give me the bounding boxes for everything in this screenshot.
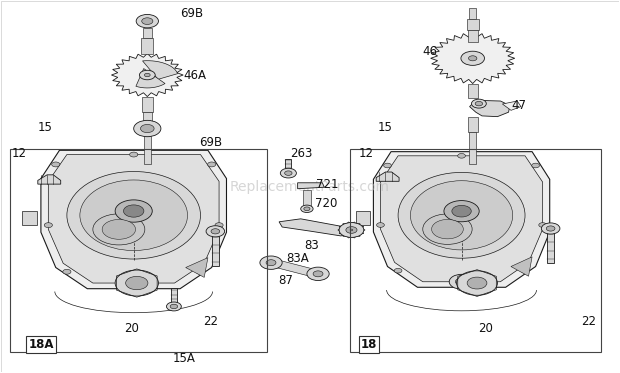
Ellipse shape bbox=[423, 214, 472, 244]
Circle shape bbox=[521, 268, 529, 273]
Circle shape bbox=[350, 229, 353, 231]
Polygon shape bbox=[381, 156, 542, 282]
Circle shape bbox=[539, 223, 547, 227]
Polygon shape bbox=[279, 219, 353, 236]
Circle shape bbox=[260, 256, 282, 269]
Text: 15: 15 bbox=[378, 120, 393, 134]
Circle shape bbox=[394, 268, 402, 273]
Text: 22: 22 bbox=[203, 314, 219, 327]
Circle shape bbox=[301, 205, 313, 213]
Circle shape bbox=[546, 226, 555, 231]
Circle shape bbox=[126, 276, 148, 290]
Circle shape bbox=[450, 274, 474, 289]
Text: 46A: 46A bbox=[183, 69, 206, 82]
Text: 20: 20 bbox=[125, 322, 140, 335]
Polygon shape bbox=[469, 100, 510, 117]
Text: 15: 15 bbox=[38, 120, 53, 134]
Text: 69B: 69B bbox=[198, 136, 222, 149]
Polygon shape bbox=[22, 211, 37, 225]
Circle shape bbox=[134, 120, 161, 137]
Circle shape bbox=[115, 200, 153, 222]
Polygon shape bbox=[298, 183, 324, 189]
Text: 47: 47 bbox=[511, 99, 526, 112]
Circle shape bbox=[136, 15, 159, 28]
Circle shape bbox=[339, 223, 364, 237]
Polygon shape bbox=[376, 172, 399, 181]
Polygon shape bbox=[356, 211, 370, 225]
Polygon shape bbox=[144, 137, 151, 149]
Circle shape bbox=[280, 168, 296, 178]
Polygon shape bbox=[143, 61, 177, 79]
Polygon shape bbox=[143, 28, 152, 38]
Polygon shape bbox=[143, 112, 152, 123]
Circle shape bbox=[475, 101, 482, 106]
Circle shape bbox=[304, 207, 310, 211]
Circle shape bbox=[63, 269, 71, 274]
Circle shape bbox=[215, 223, 223, 228]
Circle shape bbox=[167, 302, 181, 311]
Circle shape bbox=[471, 99, 486, 108]
Circle shape bbox=[532, 163, 539, 168]
Text: 263: 263 bbox=[290, 147, 312, 160]
Circle shape bbox=[144, 73, 150, 77]
Ellipse shape bbox=[80, 180, 187, 251]
Circle shape bbox=[467, 277, 487, 289]
Circle shape bbox=[384, 163, 391, 168]
Polygon shape bbox=[48, 154, 219, 283]
Polygon shape bbox=[41, 150, 226, 289]
Circle shape bbox=[130, 152, 138, 157]
Polygon shape bbox=[142, 97, 153, 112]
Ellipse shape bbox=[93, 214, 145, 245]
Circle shape bbox=[44, 223, 53, 228]
Polygon shape bbox=[185, 258, 208, 278]
Circle shape bbox=[313, 271, 323, 277]
Circle shape bbox=[348, 228, 355, 232]
Circle shape bbox=[461, 51, 484, 65]
Circle shape bbox=[541, 223, 560, 234]
Circle shape bbox=[266, 260, 276, 266]
Circle shape bbox=[127, 279, 140, 287]
Polygon shape bbox=[270, 259, 319, 277]
Text: 15A: 15A bbox=[172, 352, 195, 365]
Circle shape bbox=[123, 205, 144, 217]
Circle shape bbox=[197, 269, 205, 274]
Circle shape bbox=[285, 171, 292, 175]
Text: 46: 46 bbox=[423, 46, 438, 59]
FancyBboxPatch shape bbox=[212, 232, 219, 266]
FancyBboxPatch shape bbox=[285, 159, 291, 173]
Polygon shape bbox=[136, 69, 165, 88]
Circle shape bbox=[140, 70, 155, 80]
Text: 18A: 18A bbox=[29, 338, 54, 351]
Ellipse shape bbox=[410, 181, 513, 250]
Text: 721: 721 bbox=[316, 178, 339, 191]
Polygon shape bbox=[502, 101, 521, 110]
Polygon shape bbox=[469, 132, 476, 149]
Circle shape bbox=[444, 201, 479, 222]
Polygon shape bbox=[467, 117, 477, 132]
Circle shape bbox=[452, 206, 471, 217]
Text: 69B: 69B bbox=[180, 7, 203, 20]
Polygon shape bbox=[469, 8, 476, 19]
Text: 720: 720 bbox=[315, 197, 337, 210]
Text: 12: 12 bbox=[358, 147, 373, 160]
Circle shape bbox=[307, 267, 329, 280]
Polygon shape bbox=[466, 19, 479, 31]
Text: 12: 12 bbox=[12, 147, 27, 160]
Circle shape bbox=[456, 271, 497, 295]
Polygon shape bbox=[141, 38, 154, 54]
Circle shape bbox=[206, 226, 224, 237]
Circle shape bbox=[376, 223, 384, 227]
Text: 83A: 83A bbox=[286, 253, 309, 266]
Circle shape bbox=[51, 162, 60, 167]
Polygon shape bbox=[467, 31, 477, 41]
Circle shape bbox=[211, 229, 219, 234]
Polygon shape bbox=[431, 33, 515, 84]
FancyBboxPatch shape bbox=[171, 288, 177, 307]
Circle shape bbox=[455, 278, 467, 285]
Circle shape bbox=[170, 304, 177, 309]
Circle shape bbox=[121, 275, 147, 291]
Polygon shape bbox=[303, 190, 311, 209]
Polygon shape bbox=[112, 53, 183, 97]
Text: 22: 22 bbox=[581, 314, 596, 327]
